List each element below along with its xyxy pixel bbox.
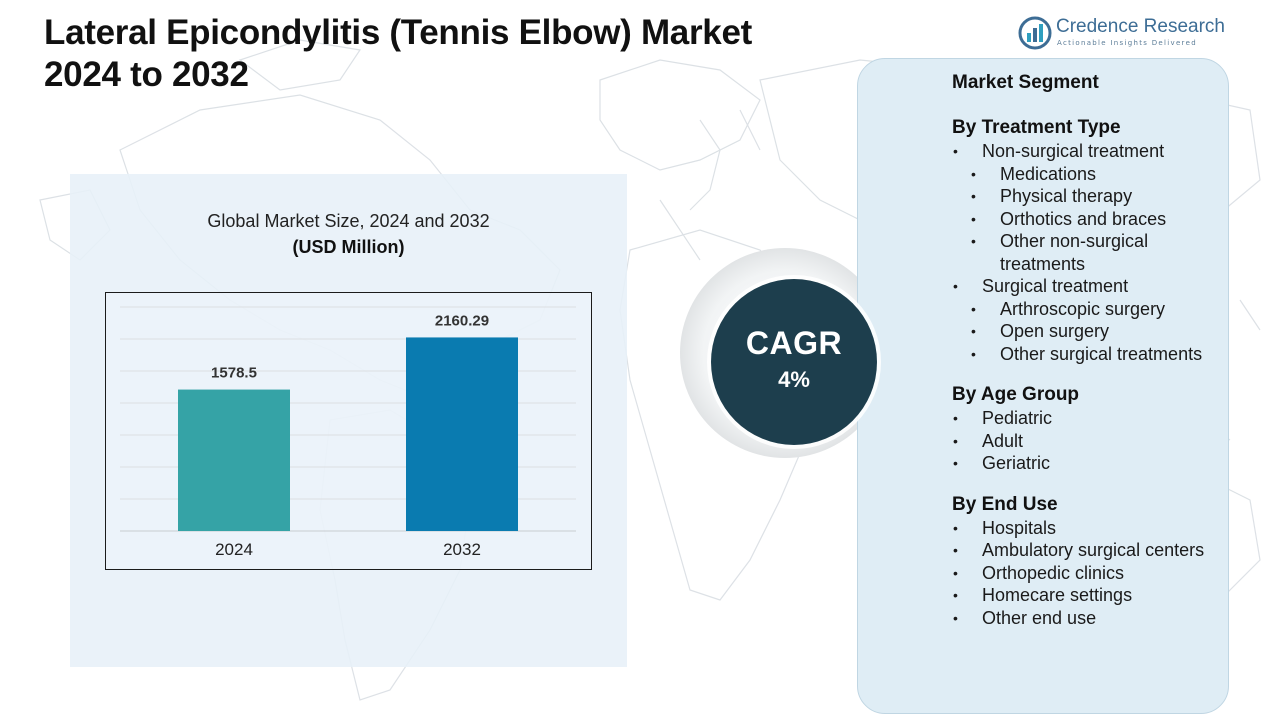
segment-item: Hospitals [952,517,1237,540]
segment-item-list: HospitalsAmbulatory surgical centersOrth… [952,517,1237,630]
segment-item-list: PediatricAdultGeriatric [952,407,1237,475]
segment-item-label: Ambulatory surgical centers [982,540,1205,560]
segment-item-label: Adult [982,430,1024,451]
segment-item: Surgical treatment [952,275,1237,298]
segment-item-label: Surgical treatment [982,276,1129,296]
cagr-badge: CAGR 4% [711,279,877,445]
segment-subitem: Other non-surgical treatments [952,230,1237,275]
segment-group-title: By End Use [952,493,1058,515]
chart-unit-label: (USD Million) [292,237,405,257]
cagr-label: CAGR [745,325,843,361]
segment-group: By Age GroupPediatricAdultGeriatric [952,383,1237,475]
segment-item: Orthopedic clinics [952,562,1237,585]
segment-subitem: Medications [952,163,1237,186]
segment-group-title: By Treatment Type [952,117,1121,138]
segment-group-title: By Age Group [952,384,1080,405]
segment-group: By End UseHospitalsAmbulatory surgical c… [952,493,1237,630]
segment-subitem: Orthotics and braces [952,208,1237,231]
segment-item: Other end use [952,607,1237,630]
chart-plot-area: 1578.5 2024 2160.29 2032 [105,292,592,570]
bar-chart: 1578.5 2024 2160.29 2032 [120,306,576,559]
segment-group: By Treatment TypeNon-surgical treatmentM… [952,116,1237,365]
segment-item: Pediatric [952,407,1237,430]
chart-title: Global Market Size, 2024 and 2032 [207,211,490,231]
page-title: Lateral Epicondylitis (Tennis Elbow) Mar… [44,12,844,96]
x-tick-label: 2032 [443,540,481,559]
bar-2032 [406,337,518,531]
bar-value-label: 1578.5 [211,365,257,382]
company-logo: Credence Research Actionable Insights De… [1018,14,1228,54]
segment-item-list: Non-surgical treatmentMedicationsPhysica… [952,140,1237,365]
bar-value-label: 2160.29 [435,312,489,329]
segment-item-label: Hospitals [982,517,1057,538]
segment-subitem: Other surgical treatments [952,343,1237,366]
segment-groups: By Treatment TypeNon-surgical treatmentM… [952,116,1237,629]
segment-item: Homecare settings [952,584,1237,607]
segment-subitem-list: MedicationsPhysical therapyOrthotics and… [952,163,1237,276]
segment-subitem: Physical therapy [952,185,1237,208]
title-line-2: 2024 to 2032 [44,55,249,94]
segment-item-label: Geriatric [982,453,1051,473]
segment-subitem: Open surgery [952,320,1237,343]
credence-research-logo-icon [1018,16,1052,50]
market-segment-list: Market Segment By Treatment TypeNon-surg… [952,70,1237,629]
segment-subitem: Arthroscopic surgery [952,298,1237,321]
chart-panel: Global Market Size, 2024 and 2032 (USD M… [70,174,627,667]
segment-item-label: Pediatric [982,408,1053,428]
segment-subitem-list: Arthroscopic surgeryOpen surgeryOther su… [952,298,1237,366]
logo-tagline: Actionable Insights Delivered [1057,39,1197,47]
segment-header: Market Segment [952,72,1099,93]
segment-item: Ambulatory surgical centers [952,539,1237,562]
title-line-1: Lateral Epicondylitis (Tennis Elbow) Mar… [44,13,752,52]
segment-item-label: Non-surgical treatment [982,141,1165,161]
segment-item-label: Other end use [982,607,1097,628]
segment-item-label: Orthopedic clinics [982,562,1125,583]
bar-2024 [178,389,290,531]
segment-item: Adult [952,430,1237,453]
cagr-value: 4% [778,367,810,392]
segment-item-label: Homecare settings [982,585,1133,605]
x-tick-label: 2024 [215,540,253,559]
segment-item: Non-surgical treatment [952,140,1237,163]
segment-item: Geriatric [952,452,1237,475]
logo-name: Credence Research [1056,16,1225,37]
